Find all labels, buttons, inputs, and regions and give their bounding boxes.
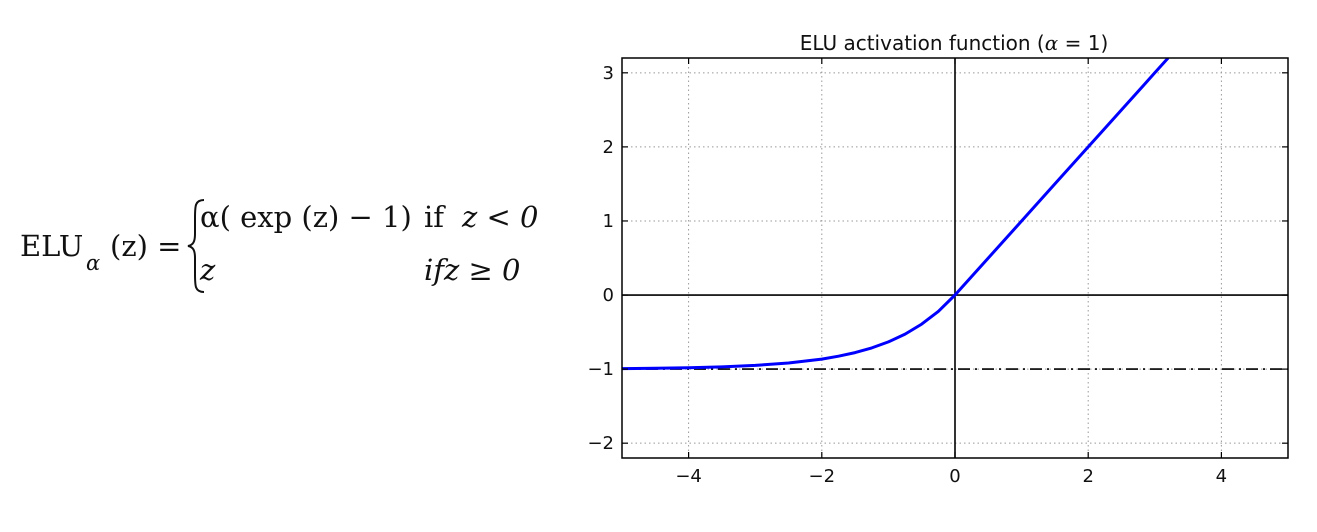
series-layer	[622, 58, 1170, 371]
y-tick-label: 2	[603, 137, 614, 158]
elu-formula: ELU α (z) = α( exp (z) − 1) if z < 0 z i…	[0, 0, 560, 532]
x-tick-label: 0	[949, 466, 960, 487]
case1-expression: α( exp (z) − 1)	[200, 200, 412, 234]
x-tick-label: −4	[675, 466, 702, 487]
chart-title-alpha: α	[1045, 31, 1059, 55]
elu-chart: ELU activation function (α = 1) −4 −2 0 2 4−…	[587, 31, 1289, 487]
y-tick-label: 1	[603, 211, 614, 232]
chart-title-value: 1	[1088, 31, 1101, 55]
case1-condition: z < 0	[462, 200, 539, 234]
left-brace-icon	[187, 199, 205, 293]
y-tick-label: −2	[587, 433, 614, 454]
ticks: −4 −2 0 2 4 −2 −1 0 1 2 3	[587, 58, 1288, 487]
case1-condition-word: if	[424, 200, 445, 234]
case2-condition: ifz ≥ 0	[424, 253, 521, 287]
y-tick-label: 3	[603, 63, 614, 84]
reference-lines	[622, 58, 1288, 458]
case2-expression: z	[200, 253, 216, 287]
formula-lhs-subscript: α	[86, 251, 101, 275]
chart-title: ELU activation function (α = 1)	[800, 31, 1109, 55]
x-tick-label: 4	[1216, 466, 1227, 487]
formula-lhs-argument: (z) =	[110, 229, 182, 263]
chart-title-eq: =	[1058, 31, 1087, 55]
elu-curve	[622, 58, 1170, 371]
chart-title-suffix: )	[1100, 31, 1108, 55]
chart-title-prefix: ELU activation function (	[800, 31, 1045, 55]
x-tick-label: 2	[1082, 466, 1093, 487]
x-tick-label: −2	[809, 466, 836, 487]
formula-lhs-name: ELU	[20, 229, 84, 263]
y-tick-label: −1	[587, 359, 614, 380]
y-tick-label: 0	[603, 285, 614, 306]
